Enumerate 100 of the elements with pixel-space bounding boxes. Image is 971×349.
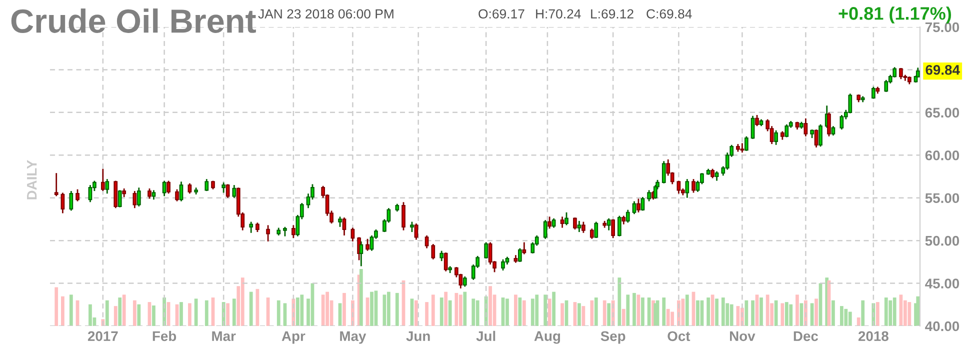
bar <box>425 302 428 326</box>
candlestick <box>814 128 818 148</box>
candlestick <box>152 189 156 200</box>
bar <box>226 303 230 326</box>
bar <box>440 298 444 326</box>
text: O:69.17 <box>478 9 524 19</box>
bar <box>685 294 689 326</box>
bar <box>774 300 778 326</box>
bar <box>476 300 480 326</box>
bar <box>414 300 418 326</box>
bar <box>370 292 374 326</box>
bar <box>706 298 710 326</box>
bar <box>626 294 630 326</box>
candlestick <box>884 79 888 93</box>
candlestick <box>518 248 522 263</box>
candlestick <box>222 182 226 194</box>
bar <box>518 298 522 326</box>
bar <box>780 303 784 326</box>
candlestick <box>166 180 170 194</box>
annotation: 69.84 <box>926 64 960 75</box>
candlestick <box>818 124 822 148</box>
candlestick <box>872 86 876 100</box>
bar <box>454 292 458 326</box>
bar <box>122 294 126 326</box>
candlestick <box>179 180 184 202</box>
bar <box>751 300 754 326</box>
bar <box>132 300 136 326</box>
candlestick <box>647 189 651 202</box>
bar <box>618 278 622 326</box>
bar <box>607 303 611 326</box>
chart-title: Crude Oil Brent <box>11 8 256 33</box>
candlestick <box>424 234 429 249</box>
bar <box>696 300 700 326</box>
bar <box>578 303 581 326</box>
candlestick <box>590 228 594 240</box>
bar <box>670 312 674 326</box>
candlestick <box>522 242 526 255</box>
bar <box>594 298 598 326</box>
x-tick-label: Sep <box>600 331 626 344</box>
candlestick <box>204 178 209 192</box>
bar <box>342 292 346 326</box>
candlestick <box>338 216 342 228</box>
y-tick-label: 45.00 <box>925 278 960 288</box>
candlestick <box>548 216 552 230</box>
candlestick <box>431 243 436 260</box>
candlestick <box>692 178 696 194</box>
bar <box>814 298 818 326</box>
bar <box>276 300 280 326</box>
bar <box>832 300 835 326</box>
bar <box>431 294 435 326</box>
bar <box>560 303 564 326</box>
candlestick <box>162 180 166 197</box>
bar <box>463 292 467 326</box>
candlestick <box>636 198 640 214</box>
bar <box>188 303 192 326</box>
bar <box>88 304 92 326</box>
candlestick <box>54 172 58 197</box>
bar <box>54 287 58 326</box>
y-tick-label: 60.00 <box>925 150 960 160</box>
bar <box>796 294 799 326</box>
candlestick <box>175 188 179 202</box>
candlestick <box>626 209 630 224</box>
bar <box>632 292 636 326</box>
candlestick <box>88 184 92 203</box>
candlestick <box>226 183 230 199</box>
bar <box>232 298 236 326</box>
candlestick <box>784 124 789 138</box>
bar <box>844 308 848 326</box>
candlestick <box>840 114 844 130</box>
bar <box>240 278 244 326</box>
x-tick-label: Oct <box>668 331 690 342</box>
bar <box>194 298 198 326</box>
bar <box>892 298 896 326</box>
bar <box>535 294 539 326</box>
text: H:70.24 <box>536 9 581 19</box>
bar <box>472 298 476 326</box>
candlestick <box>560 216 564 228</box>
candlestick <box>714 170 719 182</box>
candlestick <box>100 168 105 192</box>
x-tick-label: Feb <box>152 330 176 342</box>
candlestick <box>69 190 74 212</box>
candlestick <box>740 142 744 154</box>
candlestick <box>488 242 492 266</box>
x-tick-label: 2017 <box>88 331 118 342</box>
bar <box>666 308 670 326</box>
bar <box>61 296 64 326</box>
candlestick <box>617 215 622 237</box>
x-tick-label: May <box>340 331 366 344</box>
candlestick <box>60 192 65 214</box>
bar <box>444 292 448 326</box>
y-tick-label: 40.00 <box>925 321 960 332</box>
bar <box>908 302 912 326</box>
candlestick <box>744 136 748 152</box>
candlestick <box>594 221 598 239</box>
x-tick-label: Dec <box>794 331 818 342</box>
candlestick <box>755 114 759 127</box>
bar <box>152 305 156 326</box>
candlestick <box>582 221 586 234</box>
bar <box>641 298 644 326</box>
candlestick <box>118 189 122 208</box>
